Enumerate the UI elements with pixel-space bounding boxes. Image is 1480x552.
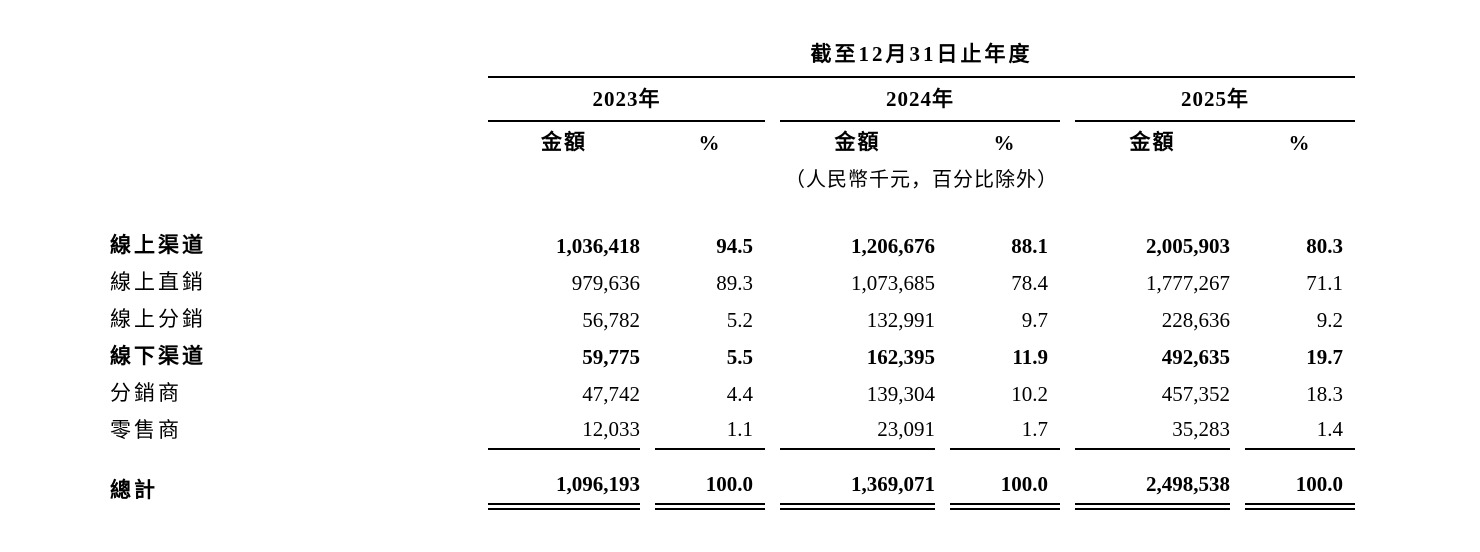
table-row-online-direct: 線上直銷 979,636 89.3 1,073,685 78.4 1,777,2… (110, 265, 1355, 302)
percent-column-header-2025: % (1288, 131, 1312, 155)
revenue-by-channel-table: 截至12月31日止年度 2023年 2024年 2025年 金額 % 金額 % … (110, 38, 1355, 510)
spacer-row (110, 450, 1355, 468)
amount-column-header-2024: 金額 (834, 130, 881, 154)
amount-2023: 47,742 (582, 382, 640, 406)
amount-2024: 132,991 (866, 308, 935, 332)
amount-2023: 56,782 (582, 308, 640, 332)
empty-cell (110, 195, 488, 196)
percent-2023: 1.1 (655, 417, 765, 450)
table-row-online-distribution: 線上分銷 56,782 5.2 132,991 9.7 228,636 9.2 (110, 302, 1355, 339)
percent-2024: 78.4 (1011, 271, 1048, 295)
percent-2025: 9.2 (1316, 308, 1343, 332)
percent-2023: 5.2 (726, 308, 753, 332)
total-row-label: 總計 (110, 478, 158, 502)
amount-2025: 2,005,903 (1146, 234, 1230, 258)
percent-2023: 89.3 (716, 271, 753, 295)
amount-2023: 59,775 (582, 345, 640, 369)
total-amount-2024: 1,369,071 (780, 472, 935, 510)
percent-2025: 19.7 (1306, 345, 1343, 369)
percent-2025: 1.4 (1245, 417, 1355, 450)
amount-2024: 1,206,676 (851, 234, 935, 258)
empty-cell (110, 159, 488, 160)
amount-column-header-2025: 金額 (1129, 130, 1176, 154)
unit-note-row: （人民幣千元，百分比除外） (110, 160, 1355, 196)
total-percent-2025: 100.0 (1245, 472, 1355, 510)
amount-2024: 162,395 (866, 345, 935, 369)
amount-2023: 12,033 (488, 417, 640, 450)
amount-2025: 1,777,267 (1146, 271, 1230, 295)
percent-column-header-2024: % (993, 131, 1017, 155)
amount-2025: 228,636 (1161, 308, 1230, 332)
table-row-total: 總計 1,096,193 100.0 1,369,071 100.0 2,498… (110, 468, 1355, 510)
percent-2023: 94.5 (716, 234, 753, 258)
row-label: 零售商 (110, 418, 182, 442)
table-row-offline-channels: 線下渠道 59,775 5.5 162,395 11.9 492,635 19.… (110, 339, 1355, 376)
percent-2025: 80.3 (1306, 234, 1343, 258)
amount-2023: 979,636 (571, 271, 640, 295)
percent-2025: 18.3 (1306, 382, 1343, 406)
empty-cell (110, 77, 488, 78)
row-label: 線下渠道 (110, 344, 206, 368)
amount-column-header-2023: 金額 (541, 130, 587, 154)
year-header-2024: 2024年 (780, 83, 1060, 122)
spacer-row (110, 196, 1355, 228)
amount-2024: 139,304 (866, 382, 935, 406)
percent-2024: 10.2 (1011, 382, 1048, 406)
percent-2025: 71.1 (1306, 271, 1343, 295)
amount-2025: 457,352 (1161, 382, 1230, 406)
row-label: 線上分銷 (110, 307, 206, 331)
total-amount-2023: 1,096,193 (488, 472, 640, 510)
row-label: 線上渠道 (110, 233, 206, 257)
total-percent-2024: 100.0 (950, 472, 1060, 510)
unit-note: （人民幣千元，百分比除外） (785, 169, 1058, 191)
total-amount-2025: 2,498,538 (1075, 472, 1230, 510)
amount-2023: 1,036,418 (556, 234, 640, 258)
period-header: 截至12月31日止年度 (488, 38, 1355, 78)
percent-2024: 88.1 (1011, 234, 1048, 258)
amount-2025: 492,635 (1161, 345, 1230, 369)
percent-2023: 5.5 (726, 345, 753, 369)
percent-2024: 1.7 (950, 417, 1060, 450)
amount-2024: 1,073,685 (851, 271, 935, 295)
total-percent-2023: 100.0 (655, 472, 765, 510)
percent-2024: 9.7 (1021, 308, 1048, 332)
period-header-row: 截至12月31日止年度 (110, 38, 1355, 78)
percent-column-header-2023: % (698, 131, 722, 155)
percent-2023: 4.4 (726, 382, 753, 406)
column-subheader-row: 金額 % 金額 % 金額 % (110, 122, 1355, 160)
empty-cell (110, 121, 488, 122)
row-label: 分銷商 (110, 381, 182, 405)
amount-2025: 35,283 (1075, 417, 1230, 450)
row-label: 線上直銷 (110, 270, 206, 294)
table-row-retailers: 零售商 12,033 1.1 23,091 1.7 35,283 1.4 (110, 413, 1355, 450)
amount-2024: 23,091 (780, 417, 935, 450)
year-header-2023: 2023年 (488, 83, 765, 122)
percent-2024: 11.9 (1012, 345, 1048, 369)
table-row-online-channels: 線上渠道 1,036,418 94.5 1,206,676 88.1 2,005… (110, 228, 1355, 265)
table-row-distributors: 分銷商 47,742 4.4 139,304 10.2 457,352 18.3 (110, 376, 1355, 413)
year-header-row: 2023年 2024年 2025年 (110, 78, 1355, 122)
year-header-2025: 2025年 (1075, 83, 1355, 122)
